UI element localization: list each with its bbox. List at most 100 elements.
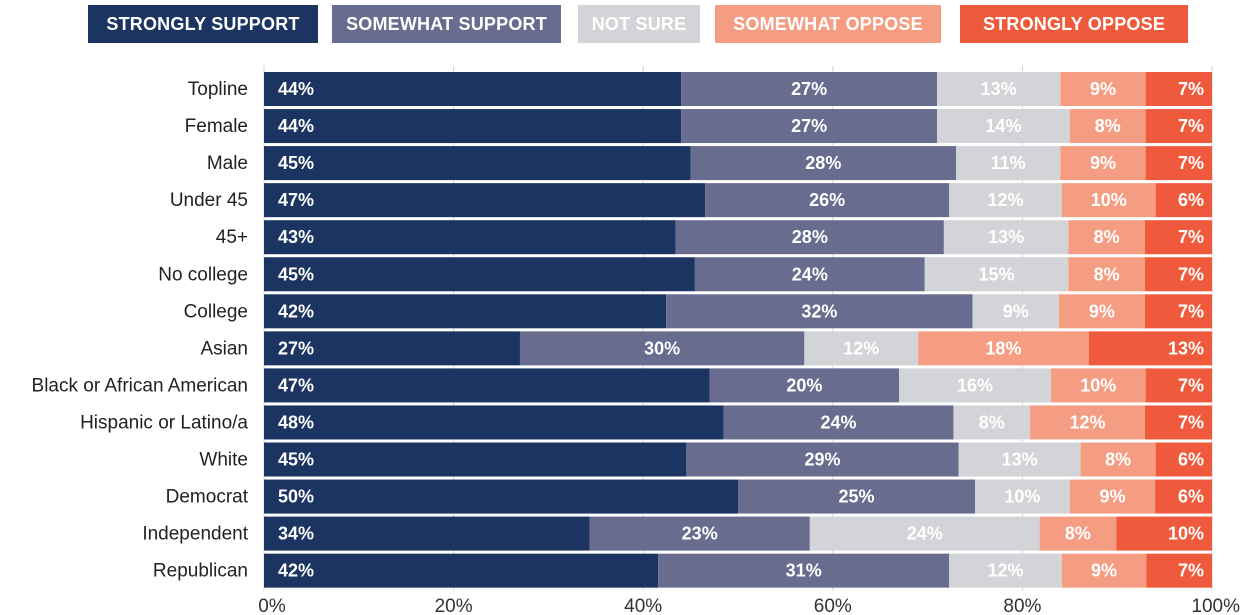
x-tick-label: 100% — [1191, 596, 1240, 615]
bar-value-label: 7% — [1178, 412, 1204, 432]
bar-value-label: 47% — [278, 375, 314, 395]
bar-segment — [264, 479, 738, 514]
bar-segment — [956, 146, 1061, 181]
x-tick-label: 0% — [258, 596, 286, 615]
bar-segment — [918, 331, 1089, 366]
bar-value-label: 6% — [1178, 450, 1204, 470]
bar-segment — [1145, 368, 1212, 403]
bar-value-label: 9% — [1089, 301, 1115, 321]
bar-segment — [949, 553, 1062, 588]
bar-segment — [709, 368, 900, 403]
bar-segment — [809, 516, 1040, 551]
bar-value-label: 12% — [843, 338, 879, 358]
bar-segment — [1145, 146, 1212, 181]
bar-value-label: 7% — [1178, 153, 1204, 173]
bar-segment — [723, 405, 954, 440]
bar-value-label: 9% — [1099, 487, 1125, 507]
bar-value-label: 9% — [1003, 301, 1029, 321]
bar-segment — [264, 146, 691, 181]
bar-segment — [264, 294, 667, 329]
bar-segment — [666, 294, 973, 329]
bar-value-label: 16% — [957, 375, 993, 395]
x-tick-label: 80% — [1003, 596, 1041, 615]
bar-segment — [690, 146, 957, 181]
bar-segment — [1069, 109, 1146, 144]
bar-value-label: 13% — [988, 227, 1024, 247]
bar-value-label: 10% — [1080, 375, 1116, 395]
bar-segment — [519, 331, 805, 366]
category-label: Under 45 — [170, 190, 248, 211]
bar-value-label: 8% — [1094, 264, 1120, 284]
legend-item-strongly-support: STRONGLY SUPPORT — [88, 5, 318, 43]
bar-value-label: 10% — [1168, 524, 1204, 544]
bar-segment — [264, 553, 659, 588]
bar-value-label: 42% — [278, 561, 314, 581]
bar-segment — [953, 405, 1031, 440]
bar-segment — [589, 516, 810, 551]
bar-segment — [899, 368, 1051, 403]
bar-value-label: 25% — [838, 487, 874, 507]
legend-item-not-sure: NOT SURE — [578, 5, 700, 43]
bar-value-label: 32% — [801, 301, 837, 321]
bar-value-label: 12% — [987, 190, 1023, 210]
bar-value-label: 13% — [981, 79, 1017, 99]
bar-segment — [264, 331, 520, 366]
bar-segment — [675, 220, 944, 255]
bar-value-label: 12% — [1069, 412, 1105, 432]
bar-segment — [1068, 220, 1145, 255]
bar-segment — [264, 516, 590, 551]
bar-segment — [1050, 368, 1146, 403]
bar-segment — [1146, 553, 1212, 588]
bar-value-label: 27% — [278, 338, 314, 358]
bar-segment — [1060, 72, 1146, 106]
bar-segment — [264, 109, 682, 144]
category-label: White — [199, 450, 248, 471]
bar-value-label: 7% — [1178, 301, 1204, 321]
category-label: College — [184, 301, 248, 322]
bar-segment — [1144, 257, 1212, 292]
bar-value-label: 14% — [985, 116, 1021, 136]
category-label: No college — [158, 264, 248, 285]
bar-segment — [943, 220, 1069, 255]
bar-segment — [1080, 442, 1156, 477]
legend: STRONGLY SUPPORT SOMEWHAT SUPPORT NOT SURE… — [0, 0, 1250, 46]
bar-segment — [1145, 109, 1212, 144]
bar-value-label: 9% — [1091, 561, 1117, 581]
category-label: Independent — [142, 524, 248, 545]
legend-item-strongly-oppose: STRONGLY OPPOSE — [960, 5, 1188, 43]
bar-value-label: 44% — [278, 79, 314, 99]
category-label: 45+ — [216, 227, 248, 248]
bar-segment — [1144, 294, 1212, 329]
bar-value-label: 34% — [278, 524, 314, 544]
bar-value-label: 29% — [804, 450, 840, 470]
bar-value-label: 18% — [985, 338, 1021, 358]
bar-segment — [1155, 479, 1212, 514]
bar-value-label: 31% — [786, 561, 822, 581]
bar-value-label: 27% — [791, 79, 827, 99]
bar-value-label: 15% — [979, 264, 1015, 284]
bar-value-label: 28% — [805, 153, 841, 173]
bar-value-label: 20% — [786, 375, 822, 395]
bar-value-label: 45% — [278, 153, 314, 173]
bar-value-label: 6% — [1178, 190, 1204, 210]
bar-segment — [264, 183, 706, 218]
bar-segment — [264, 368, 710, 403]
bar-segment — [804, 331, 919, 366]
bar-segment — [694, 257, 925, 292]
bar-segment — [972, 294, 1059, 329]
bar-segment — [1116, 516, 1212, 551]
bar-segment — [264, 220, 676, 255]
bar-value-label: 7% — [1178, 79, 1204, 99]
bar-segment — [705, 183, 950, 218]
bar-segment — [1155, 183, 1212, 218]
bar-value-label: 24% — [821, 412, 857, 432]
bar-value-label: 13% — [1168, 338, 1204, 358]
bar-value-label: 42% — [278, 301, 314, 321]
bar-value-label: 10% — [1091, 190, 1127, 210]
bar-segment — [1088, 331, 1212, 366]
bar-segment — [924, 257, 1069, 292]
bar-segment — [937, 72, 1061, 106]
bar-value-label: 7% — [1178, 375, 1204, 395]
bar-segment — [1061, 183, 1156, 218]
